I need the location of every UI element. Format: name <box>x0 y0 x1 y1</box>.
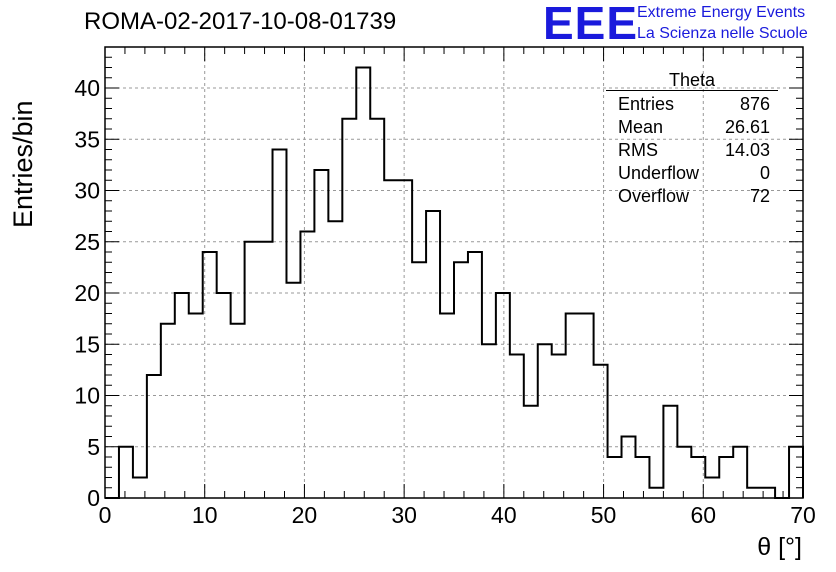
stats-value: 14.03 <box>724 140 770 160</box>
histogram-bin <box>733 447 747 498</box>
histogram-bin <box>482 344 496 498</box>
x-axis-label: θ [°] <box>757 533 802 561</box>
x-tick-label: 50 <box>591 502 617 528</box>
histogram-bin <box>635 457 649 498</box>
histogram-bin <box>580 314 594 499</box>
stats-label: Entries <box>618 94 675 114</box>
histogram-bin <box>147 375 161 498</box>
histogram-bin <box>119 447 133 498</box>
histogram-bin <box>203 252 217 498</box>
x-tick-label: 0 <box>99 502 112 528</box>
histogram-bin <box>398 180 412 498</box>
histogram-bin <box>245 242 259 498</box>
histogram-bin <box>273 150 287 499</box>
histogram-bin <box>747 488 761 498</box>
histogram-bin <box>608 457 622 498</box>
y-tick-label: 5 <box>87 434 100 460</box>
histogram-bin <box>286 283 300 498</box>
histogram-bin <box>468 252 482 498</box>
stats-row-underflow: Underflow 0 <box>606 162 778 185</box>
stats-value: 72 <box>749 186 770 206</box>
stats-value: 26.61 <box>724 117 770 137</box>
stats-label: Mean <box>618 117 664 137</box>
stats-title: Theta <box>606 70 778 91</box>
histogram-bin <box>705 478 719 499</box>
y-tick-label: 35 <box>74 126 100 152</box>
stats-row-mean: Mean 26.61 <box>606 116 778 139</box>
x-tick-label: 40 <box>491 502 517 528</box>
histogram-bin <box>566 314 580 499</box>
histogram-bin <box>496 293 510 498</box>
histogram-bin <box>552 355 566 499</box>
stats-row-entries: Entries 876 <box>606 93 778 116</box>
histogram-bin <box>719 457 733 498</box>
histogram-bin <box>454 262 468 498</box>
x-tick-label: 60 <box>690 502 716 528</box>
x-tick-label: 20 <box>292 502 318 528</box>
y-axis-label: Entries/bin <box>8 100 38 228</box>
histogram-bin <box>440 314 454 499</box>
y-tick-label: 15 <box>74 331 100 357</box>
histogram-bin <box>594 365 608 498</box>
x-tick-label: 10 <box>192 502 218 528</box>
stats-box: Theta Entries 876 Mean 26.61 RMS 14.03 U… <box>606 70 778 208</box>
histogram-bin <box>314 170 328 498</box>
stats-value: 876 <box>739 94 770 114</box>
histogram-bin <box>510 355 524 499</box>
eee-logo: EEE <box>543 0 639 49</box>
histogram-series-line <box>105 66 804 499</box>
stats-value: 0 <box>759 163 770 183</box>
histogram-bin <box>649 488 663 498</box>
histogram-bin <box>663 406 677 498</box>
stats-label: RMS <box>618 140 658 160</box>
chart-title: ROMA-02-2017-10-08-01739 <box>84 8 397 35</box>
logo-line-1: Extreme Energy Events <box>637 4 806 21</box>
histogram-bin <box>622 437 636 499</box>
histogram-bin <box>189 314 203 499</box>
histogram-bin <box>412 262 426 498</box>
histogram-bin <box>384 180 398 498</box>
y-tick-label: 20 <box>74 280 100 306</box>
stats-label: Overflow <box>618 186 690 206</box>
histogram-bin <box>217 293 231 498</box>
histogram-bin <box>524 406 538 498</box>
histogram-bin <box>231 324 245 498</box>
x-tick-label: 30 <box>391 502 417 528</box>
histogram-bin <box>259 242 273 498</box>
histogram-bin <box>370 119 384 498</box>
x-tick-label: 70 <box>790 502 816 528</box>
histogram-bin <box>677 447 691 498</box>
logo-line-2: La Scienza nelle Scuole <box>637 25 808 42</box>
histogram-bin <box>356 68 370 499</box>
histogram-bin <box>161 324 175 498</box>
stats-row-rms: RMS 14.03 <box>606 139 778 162</box>
histogram-bin <box>342 119 356 498</box>
stats-row-overflow: Overflow 72 <box>606 185 778 208</box>
histogram-bin <box>175 293 189 498</box>
stats-label: Underflow <box>618 163 700 183</box>
y-tick-label: 10 <box>74 383 100 409</box>
histogram-bin <box>538 344 552 498</box>
histogram-bin <box>426 211 440 498</box>
y-tick-label: 25 <box>74 229 100 255</box>
histogram-bin <box>789 447 803 498</box>
histogram-bin <box>300 232 314 499</box>
histogram-bin <box>328 221 342 498</box>
y-tick-label: 0 <box>87 485 100 511</box>
y-tick-label: 30 <box>74 178 100 204</box>
y-tick-label: 40 <box>74 75 100 101</box>
